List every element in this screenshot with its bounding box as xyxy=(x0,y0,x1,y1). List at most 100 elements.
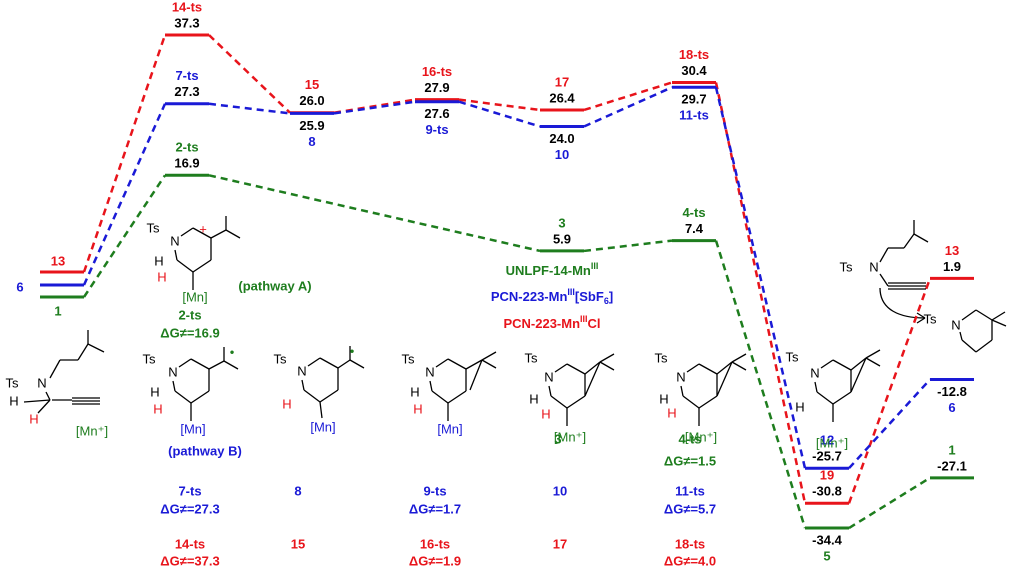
atom-label: H xyxy=(29,411,38,426)
atom-label: [Mn] xyxy=(437,421,462,436)
connector xyxy=(583,239,673,253)
bond xyxy=(319,401,323,419)
connector xyxy=(458,100,541,128)
bond xyxy=(319,389,339,403)
level-name: 11-ts xyxy=(679,108,709,123)
bond xyxy=(566,395,586,409)
bond xyxy=(192,259,212,273)
level-name: 1 xyxy=(948,442,955,457)
bond xyxy=(731,353,747,363)
atom-label: H xyxy=(410,384,419,399)
bond xyxy=(208,360,225,370)
bond xyxy=(337,359,351,369)
bond xyxy=(190,390,210,404)
bond xyxy=(814,381,818,393)
bond xyxy=(820,359,834,369)
annotation: ΔG≠=37.3 xyxy=(160,553,219,568)
annotation: 14-ts xyxy=(175,536,205,551)
connector xyxy=(848,476,931,530)
bond xyxy=(682,395,700,409)
legend-text: [SbF xyxy=(575,289,604,304)
bond xyxy=(832,359,852,371)
bond xyxy=(554,363,568,373)
annotation: 16-ts xyxy=(420,536,450,551)
level-name: 3 xyxy=(558,215,565,230)
bond xyxy=(584,361,601,397)
energy-label: -27.1 xyxy=(937,458,967,473)
level-name: 16-ts xyxy=(422,64,452,79)
legend-text: III xyxy=(580,314,588,324)
bond xyxy=(548,385,552,397)
annotation: ΔG≠=4.0 xyxy=(664,553,716,568)
level-name: 15 xyxy=(305,77,319,92)
bond xyxy=(832,391,852,405)
bond xyxy=(180,227,194,237)
atom-label: N xyxy=(810,365,819,380)
atom-label: H xyxy=(659,391,668,406)
bond xyxy=(716,361,733,375)
atom-label: N xyxy=(676,369,685,384)
level-label: 1 xyxy=(54,303,61,318)
atom-label: • xyxy=(230,344,235,359)
bond xyxy=(87,343,105,353)
legend-entry: PCN-223-MnIII[SbF6] xyxy=(491,287,613,306)
bond xyxy=(481,359,497,369)
bond xyxy=(879,273,889,287)
connector xyxy=(333,100,416,115)
connector xyxy=(82,34,167,273)
bond xyxy=(465,359,483,370)
bond xyxy=(174,390,192,404)
bond xyxy=(991,311,1006,321)
energy-label: 27.3 xyxy=(174,84,199,99)
bond xyxy=(223,360,239,370)
annotation: 11-ts xyxy=(675,483,705,498)
bond xyxy=(447,358,467,370)
atom-label: [Mn⁺] xyxy=(76,423,108,438)
atom-label: • xyxy=(350,343,355,358)
bond xyxy=(584,361,601,375)
level-name: 6 xyxy=(948,400,955,415)
bond xyxy=(879,247,889,263)
connector xyxy=(208,102,291,115)
annotation: 7-ts xyxy=(178,483,201,498)
level-label: 6 xyxy=(16,279,23,294)
atom-label: Ts xyxy=(274,351,288,366)
energy-label: -12.8 xyxy=(937,384,967,399)
bond xyxy=(716,361,733,397)
connector xyxy=(208,174,541,253)
bond xyxy=(698,395,718,409)
energy-label: 26.0 xyxy=(299,93,324,108)
bond xyxy=(599,361,615,371)
atom-label: Ts xyxy=(924,311,938,326)
bond xyxy=(210,229,227,239)
energy-label: 5.9 xyxy=(553,231,571,246)
connector xyxy=(583,81,673,112)
level-name: 14-ts xyxy=(172,0,202,14)
atom-label: H xyxy=(9,393,18,408)
energy-label: 26.4 xyxy=(549,90,575,105)
energy-label: 25.9 xyxy=(299,118,324,133)
atom-label: N xyxy=(297,363,306,378)
annotation: ΔG≠=1.5 xyxy=(664,453,716,468)
connector xyxy=(714,86,807,469)
bond xyxy=(566,363,586,375)
level-name: 10 xyxy=(555,147,569,162)
atom-label: H xyxy=(157,269,166,284)
annotation: 4-ts xyxy=(678,431,701,446)
legend-entry: PCN-223-MnIIICl xyxy=(503,314,600,331)
reaction-arrow xyxy=(879,287,926,319)
legend-entry: UNLPF-14-MnIII xyxy=(506,261,599,278)
connector xyxy=(82,174,167,298)
bond xyxy=(850,357,867,393)
energy-label: 30.4 xyxy=(681,63,707,78)
bond xyxy=(77,343,89,361)
annotation: 2-ts xyxy=(178,307,201,322)
annotation: ΔG≠=1.7 xyxy=(409,501,461,516)
atom-label: H xyxy=(150,384,159,399)
bond xyxy=(961,309,977,321)
bond xyxy=(686,363,700,373)
bond xyxy=(172,380,176,392)
atom-label: N xyxy=(170,233,179,248)
